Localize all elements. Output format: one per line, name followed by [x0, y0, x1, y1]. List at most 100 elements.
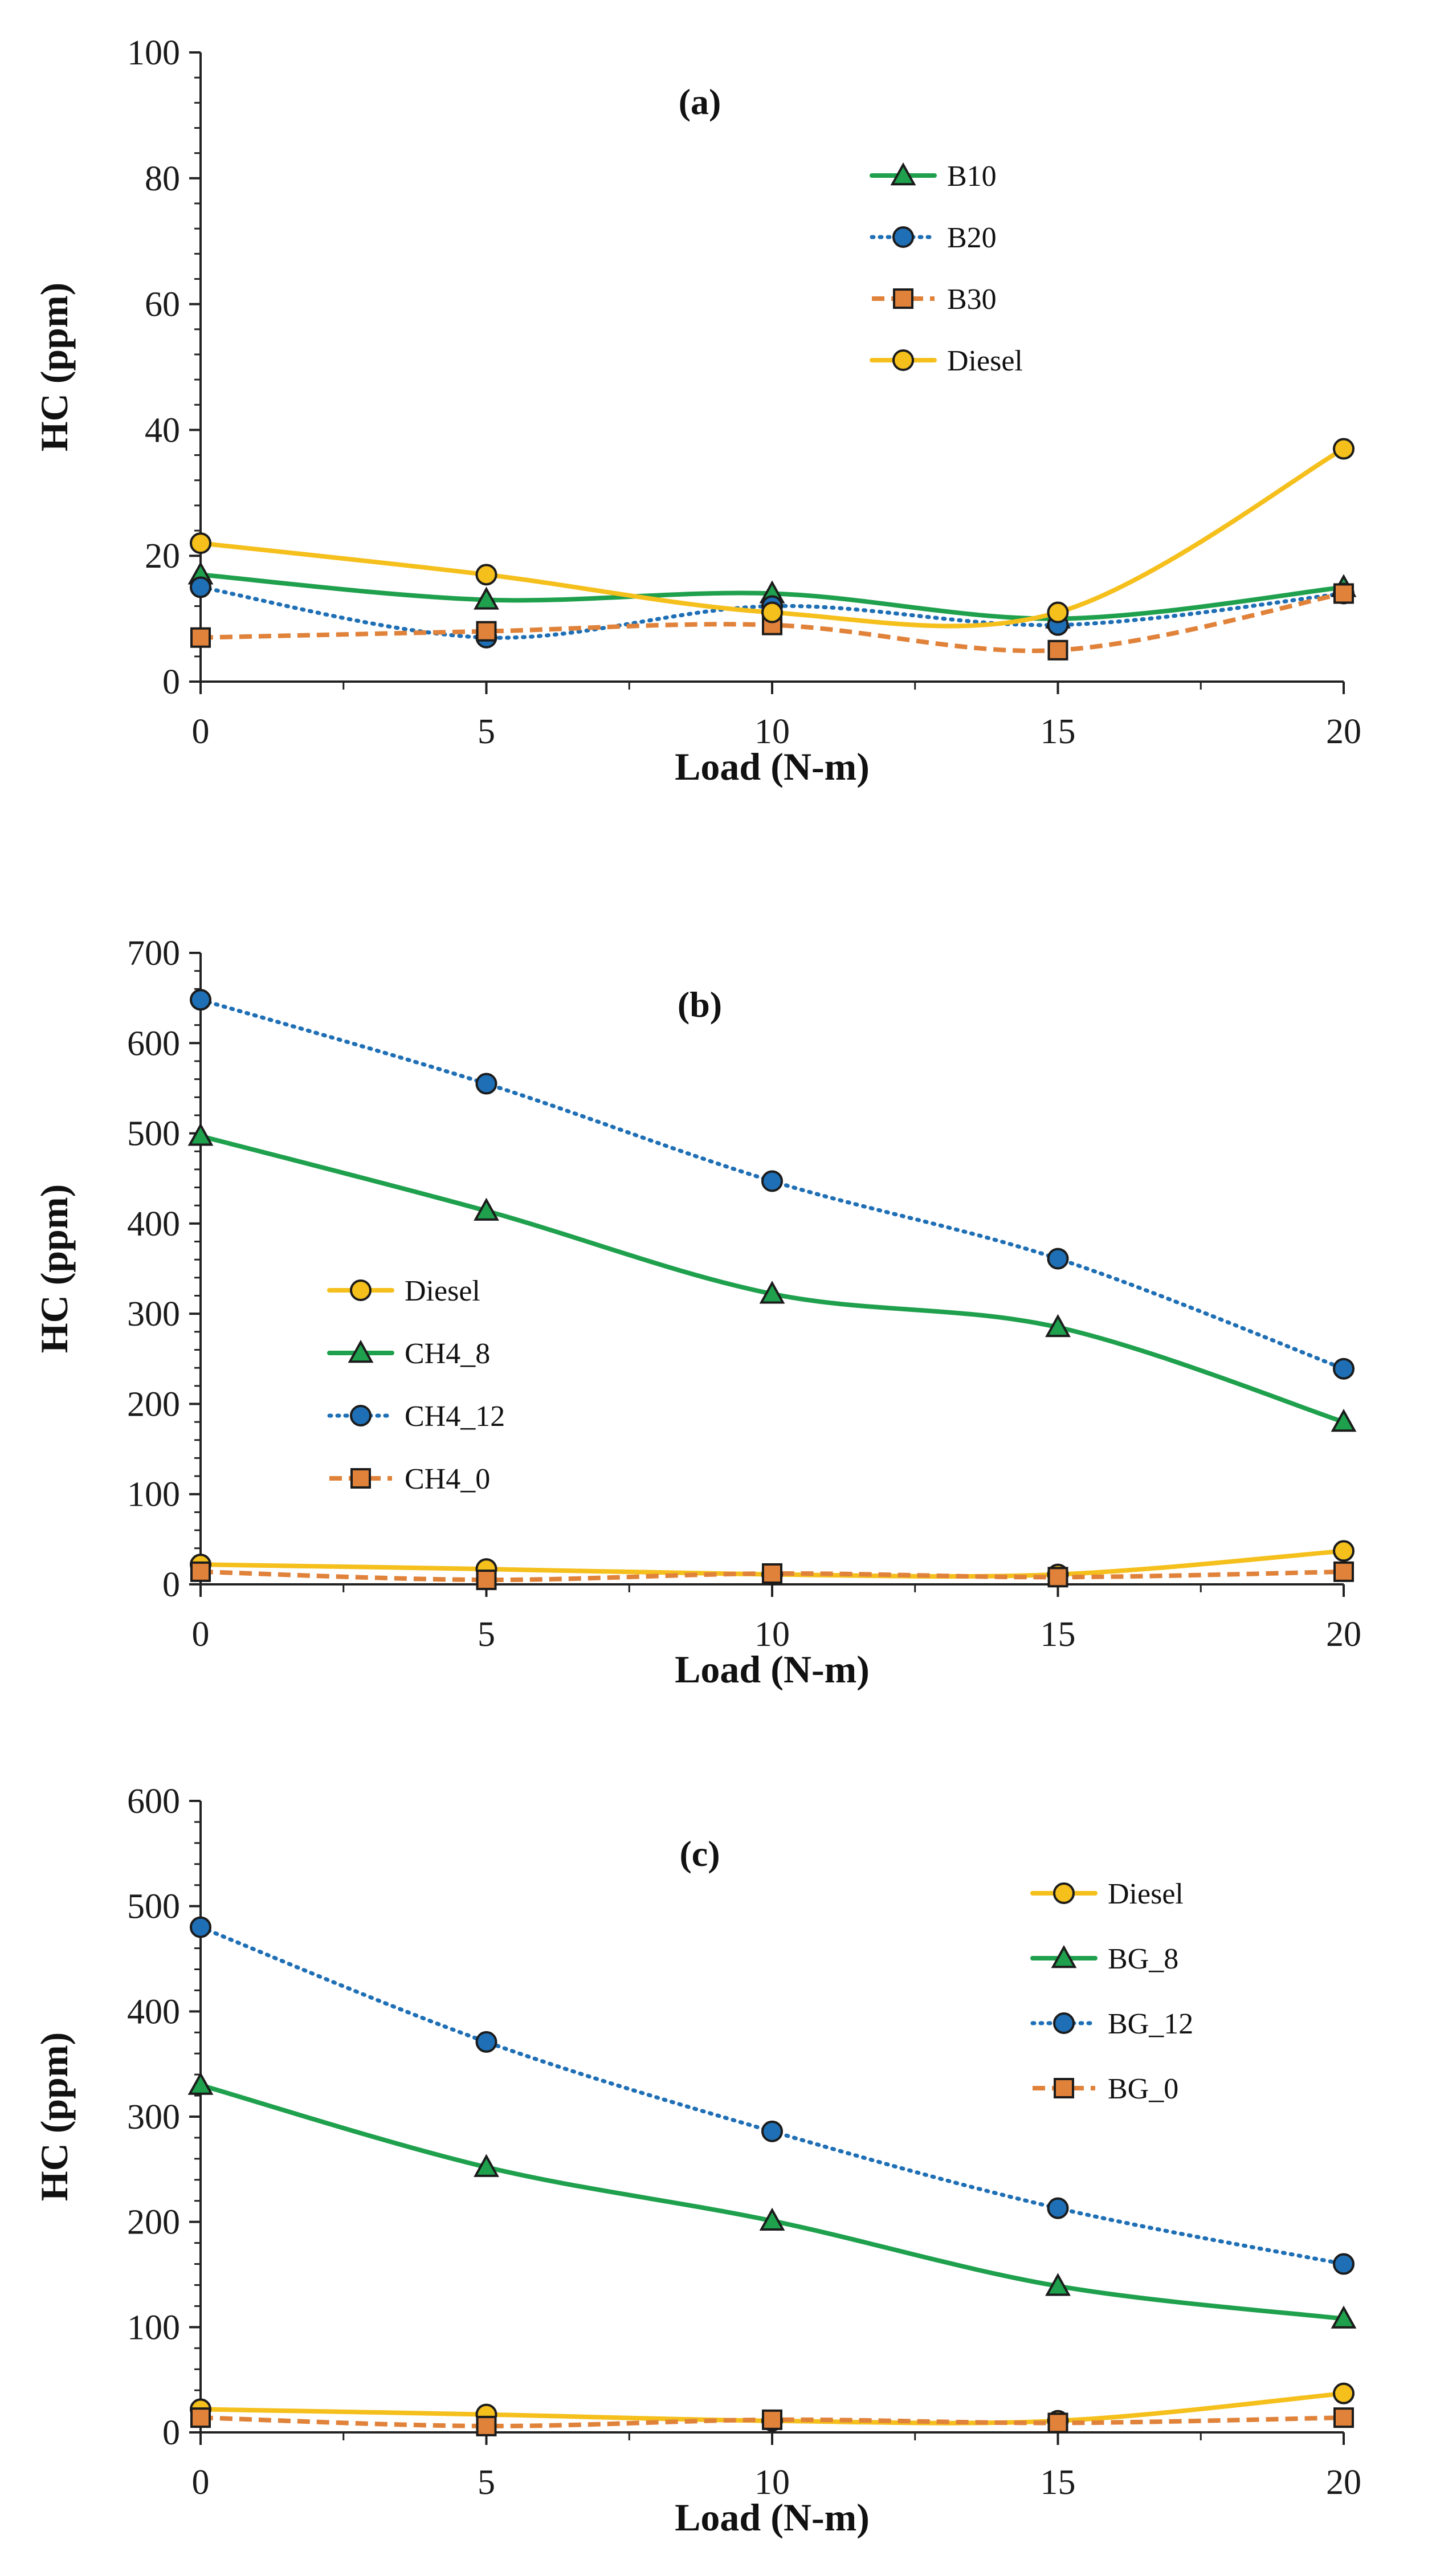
legend: B10 B20 B30 Diesel [870, 160, 1023, 377]
y-tick-label: 80 [145, 160, 180, 198]
y-tick-label: 0 [162, 663, 180, 702]
x-tick-label: 10 [754, 1615, 790, 1654]
legend-swatch-marker [350, 1468, 371, 1489]
x-tick-label: 0 [192, 2463, 210, 2502]
series-line-B20 [198, 585, 1346, 640]
data-point-CH4_0 [190, 1561, 211, 1582]
data-point-B30 [1047, 639, 1068, 661]
x-tick-label: 5 [478, 2463, 495, 2502]
data-point-Diesel [1047, 601, 1069, 623]
legend-swatch-marker [1053, 2012, 1075, 2034]
data-point-BG_8 [1045, 2273, 1071, 2296]
y-tick-label: 600 [127, 1782, 180, 1821]
x-axis-title: Load (N-m) [675, 2496, 870, 2539]
legend-label: Diesel [1108, 1878, 1184, 1910]
data-point-BG_8 [1331, 2305, 1357, 2329]
data-point-BG_12 [761, 2120, 783, 2142]
legend-swatch-marker [1054, 2078, 1074, 2098]
data-point-Diesel [761, 601, 783, 623]
data-point-CH4_12 [190, 989, 211, 1011]
data-point-CH4_8 [1331, 1408, 1357, 1432]
data-point-B30 [1333, 583, 1354, 604]
y-tick-label: 40 [145, 411, 180, 450]
data-point-CH4_0 [1333, 1561, 1354, 1582]
y-tick-label: 500 [127, 1888, 180, 1926]
legend-label: CH4_12 [405, 1400, 505, 1433]
data-point-BG_12 [1047, 2197, 1069, 2219]
legend-swatch-marker [892, 349, 914, 371]
data-point-Diesel [190, 532, 211, 555]
data-point-CH4_12 [1047, 1248, 1069, 1270]
series-line-BG_8 [198, 2082, 1346, 2321]
chart-panel-2: 0 100 200 300 400 500 600 0 5 10 15 20 Load (N-m) HC … [32, 1782, 1361, 2539]
data-point-B30 [476, 621, 497, 642]
x-tick-label: 20 [1326, 712, 1361, 751]
y-tick-label: 400 [127, 1205, 180, 1244]
y-tick-label: 400 [127, 1992, 180, 2031]
y-tick-label: 100 [127, 2308, 180, 2347]
y-tick-label: 300 [127, 2098, 180, 2137]
data-point-BG_12 [1333, 2253, 1355, 2275]
legend-swatch-marker [1051, 1945, 1077, 1968]
data-point-CH4_8 [187, 1123, 214, 1146]
legend-label: BG_0 [1108, 2073, 1178, 2105]
data-point-B20 [190, 576, 211, 598]
data-point-CH4_0 [1047, 1567, 1068, 1588]
legend-label: CH4_0 [405, 1463, 490, 1495]
data-point-Diesel [1333, 1540, 1355, 1562]
y-tick-label: 100 [127, 1476, 180, 1514]
y-axis-title: HC (ppm) [32, 2032, 76, 2202]
data-point-Diesel [1333, 438, 1355, 460]
data-point-BG_8 [474, 2154, 499, 2177]
y-tick-label: 0 [162, 1566, 180, 1604]
data-point-CH4_12 [475, 1073, 497, 1095]
x-axis-title: Load (N-m) [675, 1648, 870, 1691]
y-tick-label: 60 [145, 286, 180, 324]
legend-label: BG_8 [1108, 1943, 1178, 1975]
legend: Diesel BG_8 BG_12 BG_0 [1030, 1878, 1193, 2105]
data-point-Diesel [1333, 2382, 1355, 2404]
legend-label: Diesel [405, 1275, 480, 1307]
data-point-CH4_8 [759, 1281, 785, 1304]
legend-swatch-marker [890, 162, 916, 186]
legend-label: B30 [947, 283, 997, 316]
legend-label: BG_12 [1108, 2008, 1193, 2040]
y-tick-label: 0 [162, 2414, 180, 2452]
panel-label: (a) [679, 81, 721, 122]
legend-swatch-marker [350, 1405, 372, 1426]
y-tick-label: 20 [145, 537, 180, 576]
data-point-BG_0 [190, 2407, 211, 2428]
data-point-Diesel [475, 564, 497, 586]
x-tick-label: 0 [192, 1615, 210, 1654]
data-point-CH4_8 [474, 1197, 499, 1221]
data-point-BG_0 [1333, 2407, 1354, 2428]
x-tick-label: 5 [478, 1615, 495, 1654]
x-tick-label: 10 [754, 712, 790, 751]
data-point-BG_0 [476, 2415, 497, 2436]
data-point-BG_8 [187, 2072, 214, 2095]
legend-swatch-marker [893, 288, 913, 309]
legend-label: CH4_8 [405, 1338, 490, 1370]
x-tick-label: 15 [1041, 2463, 1076, 2502]
x-tick-label: 15 [1041, 1615, 1076, 1654]
data-point-CH4_0 [762, 1563, 782, 1584]
legend-swatch-marker [350, 1279, 372, 1301]
data-point-CH4_12 [1333, 1358, 1355, 1380]
y-tick-label: 200 [127, 2203, 180, 2242]
legend-swatch-marker [348, 1339, 374, 1363]
legend-swatch-marker [892, 226, 914, 248]
legend-label: B10 [947, 160, 997, 193]
y-tick-label: 700 [127, 934, 180, 973]
panel-label: (c) [679, 1833, 720, 1874]
legend-label: B20 [947, 222, 997, 254]
data-point-BG_12 [190, 1916, 211, 1938]
x-tick-label: 10 [754, 2463, 790, 2502]
data-point-CH4_0 [476, 1570, 497, 1591]
panel-label: (b) [678, 984, 722, 1025]
y-tick-label: 600 [127, 1024, 180, 1063]
y-tick-label: 300 [127, 1295, 180, 1334]
legend-swatch-marker [1053, 1882, 1075, 1904]
data-point-BG_8 [759, 2207, 785, 2231]
data-point-B30 [190, 627, 211, 648]
